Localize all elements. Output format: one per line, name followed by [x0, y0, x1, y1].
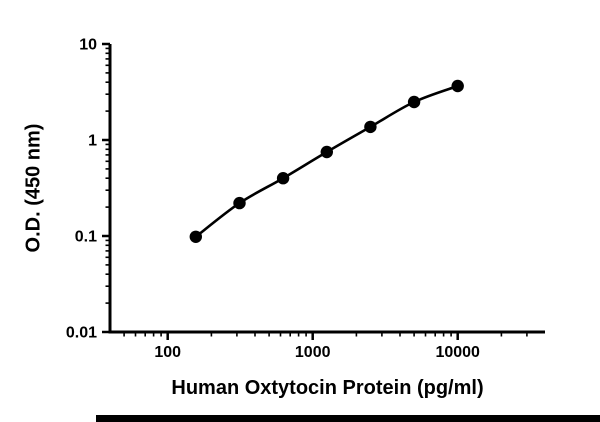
x-tick-label: 1000 [295, 344, 331, 361]
x-tick-label: 10000 [435, 344, 480, 361]
data-point [233, 196, 246, 210]
data-point [189, 230, 202, 243]
data-point [364, 120, 377, 134]
standard-curve-line [195, 84, 459, 238]
y-tick-label: 1 [88, 133, 97, 150]
data-point [276, 172, 290, 185]
bottom-edge-bar [96, 415, 600, 422]
x-axis-title: Human Oxtytocin Protein (pg/ml) [171, 377, 484, 399]
data-point [451, 79, 464, 93]
data-point [407, 95, 421, 109]
y-tick-label: 0.01 [66, 325, 97, 342]
y-axis-title: O.D. (450 nm) [22, 123, 45, 253]
data-point [320, 145, 333, 159]
y-tick-label: 0.1 [75, 229, 97, 246]
y-tick-label: 10 [79, 37, 97, 54]
x-tick-label: 100 [154, 344, 181, 361]
